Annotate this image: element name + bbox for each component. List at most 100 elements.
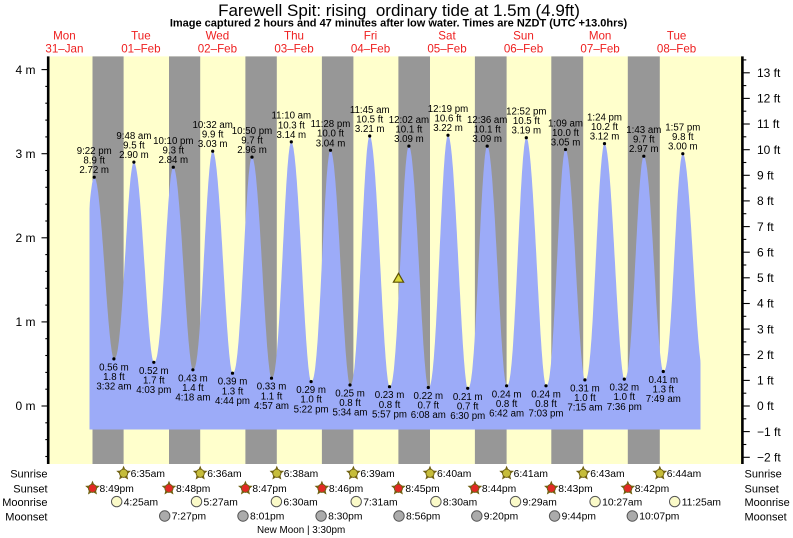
svg-text:−2 ft: −2 ft (757, 451, 781, 465)
svg-text:3.14 m: 3.14 m (276, 130, 306, 141)
svg-text:7:49 am: 7:49 am (646, 394, 681, 405)
svg-text:8:47pm: 8:47pm (252, 484, 286, 495)
svg-text:11:10 am: 11:10 am (271, 111, 311, 122)
svg-text:1.7 ft: 1.7 ft (143, 375, 165, 386)
svg-text:11 ft: 11 ft (757, 117, 780, 131)
svg-text:6:41am: 6:41am (514, 469, 548, 480)
svg-text:4 ft: 4 ft (757, 297, 774, 311)
svg-text:7:03 pm: 7:03 pm (528, 409, 563, 420)
svg-text:1.1 ft: 1.1 ft (261, 391, 283, 402)
svg-text:5:22 pm: 5:22 pm (294, 404, 329, 415)
svg-text:8:30am: 8:30am (443, 497, 477, 508)
svg-text:9.3 ft: 9.3 ft (163, 146, 185, 157)
svg-text:9.8 ft: 9.8 ft (672, 132, 694, 143)
svg-text:9:29am: 9:29am (523, 497, 557, 508)
svg-text:12:52 pm: 12:52 pm (506, 107, 546, 118)
svg-text:0.24 m: 0.24 m (492, 389, 522, 400)
svg-text:3.12 m: 3.12 m (590, 132, 620, 143)
svg-text:3.19 m: 3.19 m (511, 126, 541, 137)
svg-text:4:57 am: 4:57 am (254, 401, 289, 412)
svg-text:12 ft: 12 ft (757, 92, 781, 106)
svg-text:6:38am: 6:38am (284, 469, 318, 480)
svg-text:8:43pm: 8:43pm (558, 484, 592, 495)
svg-text:13 ft: 13 ft (757, 66, 781, 80)
svg-text:01–Feb: 01–Feb (121, 43, 160, 56)
svg-text:10.3 ft: 10.3 ft (278, 120, 305, 131)
svg-text:5:57 pm: 5:57 pm (372, 409, 407, 420)
svg-text:9:22 pm: 9:22 pm (77, 146, 112, 157)
svg-text:0.22 m: 0.22 m (413, 391, 443, 402)
svg-text:10:50 pm: 10:50 pm (232, 126, 272, 137)
svg-text:Thu: Thu (284, 29, 304, 42)
svg-text:0.7 ft: 0.7 ft (418, 401, 440, 412)
svg-text:9:48 am: 9:48 am (116, 131, 151, 142)
svg-text:1:24 pm: 1:24 pm (587, 112, 622, 123)
svg-text:3.21 m: 3.21 m (355, 124, 385, 135)
svg-text:1.0 ft: 1.0 ft (300, 395, 322, 406)
svg-text:8:44pm: 8:44pm (482, 484, 516, 495)
svg-text:7:27pm: 7:27pm (172, 512, 206, 523)
svg-text:5:27am: 5:27am (204, 497, 238, 508)
svg-text:0.56 m: 0.56 m (99, 362, 129, 373)
svg-text:10:10 pm: 10:10 pm (153, 136, 193, 147)
svg-text:3.05 m: 3.05 m (551, 138, 581, 149)
svg-text:7:15 am: 7:15 am (567, 403, 602, 414)
svg-text:0.41 m: 0.41 m (648, 375, 678, 386)
svg-text:4:18 am: 4:18 am (175, 393, 210, 404)
svg-text:10.1 ft: 10.1 ft (474, 125, 501, 136)
svg-text:1.0 ft: 1.0 ft (614, 392, 636, 403)
svg-text:6:44am: 6:44am (667, 469, 701, 480)
svg-text:8:01pm: 8:01pm (250, 512, 284, 523)
svg-text:3:32 am: 3:32 am (96, 382, 131, 393)
svg-text:10.6 ft: 10.6 ft (435, 114, 462, 125)
svg-text:0.43 m: 0.43 m (178, 373, 208, 384)
svg-text:05–Feb: 05–Feb (427, 43, 466, 56)
svg-text:31–Jan: 31–Jan (45, 43, 83, 56)
svg-text:2 m: 2 m (15, 231, 35, 245)
svg-text:02–Feb: 02–Feb (198, 43, 237, 56)
svg-text:07–Feb: 07–Feb (580, 43, 619, 56)
svg-text:0 ft: 0 ft (757, 399, 774, 413)
svg-text:Sunset: Sunset (745, 484, 779, 496)
svg-text:0.24 m: 0.24 m (531, 389, 561, 400)
svg-text:6:35am: 6:35am (131, 469, 165, 480)
svg-text:06–Feb: 06–Feb (504, 43, 543, 56)
svg-text:8:49pm: 8:49pm (100, 484, 134, 495)
svg-text:10.5 ft: 10.5 ft (356, 114, 383, 125)
svg-text:10.5 ft: 10.5 ft (513, 116, 540, 127)
svg-text:2.97 m: 2.97 m (629, 144, 659, 155)
svg-text:8 ft: 8 ft (757, 194, 774, 208)
svg-text:9:44pm: 9:44pm (562, 512, 596, 523)
svg-text:Image captured 2 hours and 47: Image captured 2 hours and 47 minutes af… (170, 18, 628, 30)
svg-text:8:46pm: 8:46pm (329, 484, 363, 495)
svg-text:8.9 ft: 8.9 ft (83, 156, 105, 167)
svg-text:8:48pm: 8:48pm (176, 484, 210, 495)
svg-text:0.23 m: 0.23 m (375, 390, 405, 401)
svg-text:1.8 ft: 1.8 ft (103, 372, 125, 383)
svg-text:2.96 m: 2.96 m (237, 145, 267, 156)
svg-text:0.33 m: 0.33 m (257, 382, 287, 393)
svg-text:6:30 pm: 6:30 pm (450, 411, 485, 422)
svg-text:6:42 am: 6:42 am (489, 409, 524, 420)
svg-text:Sunset: Sunset (13, 484, 47, 496)
svg-text:Moonset: Moonset (745, 511, 787, 523)
svg-text:9:20pm: 9:20pm (484, 512, 518, 523)
svg-text:3.09 m: 3.09 m (472, 134, 502, 145)
svg-text:1:43 am: 1:43 am (626, 125, 661, 136)
svg-text:11:25am: 11:25am (682, 497, 721, 508)
svg-text:3 ft: 3 ft (757, 322, 774, 336)
svg-text:6:40am: 6:40am (437, 469, 471, 480)
svg-text:11:28 pm: 11:28 pm (311, 119, 351, 130)
svg-text:6:08 am: 6:08 am (411, 410, 446, 421)
svg-text:3.03 m: 3.03 m (198, 139, 228, 150)
svg-text:04–Feb: 04–Feb (351, 43, 390, 56)
svg-text:1 ft: 1 ft (757, 374, 774, 388)
svg-text:1:57 pm: 1:57 pm (665, 123, 700, 134)
svg-text:10.1 ft: 10.1 ft (395, 125, 422, 136)
svg-text:Sat: Sat (438, 29, 456, 42)
svg-text:Sunrise: Sunrise (745, 469, 782, 481)
svg-text:1 m: 1 m (15, 315, 35, 329)
svg-text:0.8 ft: 0.8 ft (496, 399, 518, 410)
svg-text:3.22 m: 3.22 m (433, 123, 463, 134)
svg-text:0.52 m: 0.52 m (139, 366, 169, 377)
